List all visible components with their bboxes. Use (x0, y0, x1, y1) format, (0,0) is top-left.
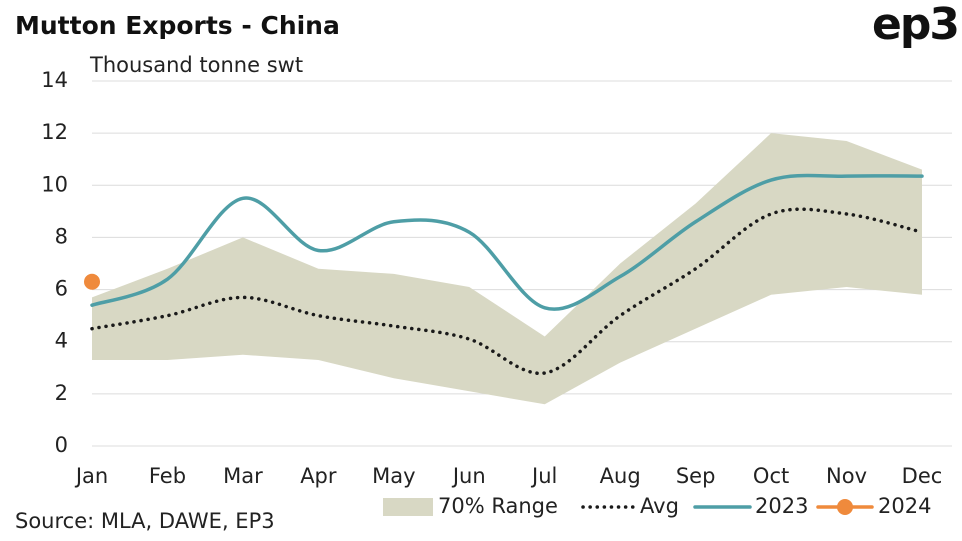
legend-label: 70% Range (438, 494, 558, 518)
x-tick-label: Feb (149, 464, 186, 488)
x-tick-label: Apr (300, 464, 337, 488)
legend-label: 2023 (755, 494, 808, 518)
line (90, 207, 924, 375)
y-tick-label: 2 (55, 381, 68, 405)
legend-label: Avg (640, 494, 679, 518)
source: Source: MLA, DAWE, EP3 (15, 509, 275, 533)
y-tick-label: 12 (41, 120, 68, 144)
x-tick-label: May (372, 464, 415, 488)
y-tick-label: 6 (55, 277, 68, 301)
y-tick-label: 10 (41, 172, 68, 196)
logo: ep3 (872, 0, 958, 50)
y-tick-label: 8 (55, 224, 68, 248)
x-tick-label: Dec (902, 464, 943, 488)
legend-swatch (383, 498, 433, 516)
legend-label: 2024 (878, 494, 931, 518)
x-tick-label: Aug (600, 464, 641, 488)
x-tick-label: Sep (676, 464, 716, 488)
x-tick-label: Jul (530, 464, 557, 488)
point (84, 273, 100, 290)
y-tick-label: 14 (41, 68, 68, 92)
legend-swatch (837, 499, 853, 515)
y-tick-label: 4 (55, 329, 68, 353)
y-axis-label: Thousand tonne swt (89, 53, 303, 77)
x-tick-label: Nov (826, 464, 867, 488)
y-tick-label: 0 (55, 433, 68, 457)
line (90, 173, 924, 311)
x-tick-label: Jan (74, 464, 108, 488)
x-tick-label: Mar (223, 464, 263, 488)
chart-title: Mutton Exports - China (15, 11, 340, 40)
x-tick-label: Jun (451, 464, 486, 488)
x-tick-label: Oct (753, 464, 789, 488)
range-area (92, 133, 922, 405)
